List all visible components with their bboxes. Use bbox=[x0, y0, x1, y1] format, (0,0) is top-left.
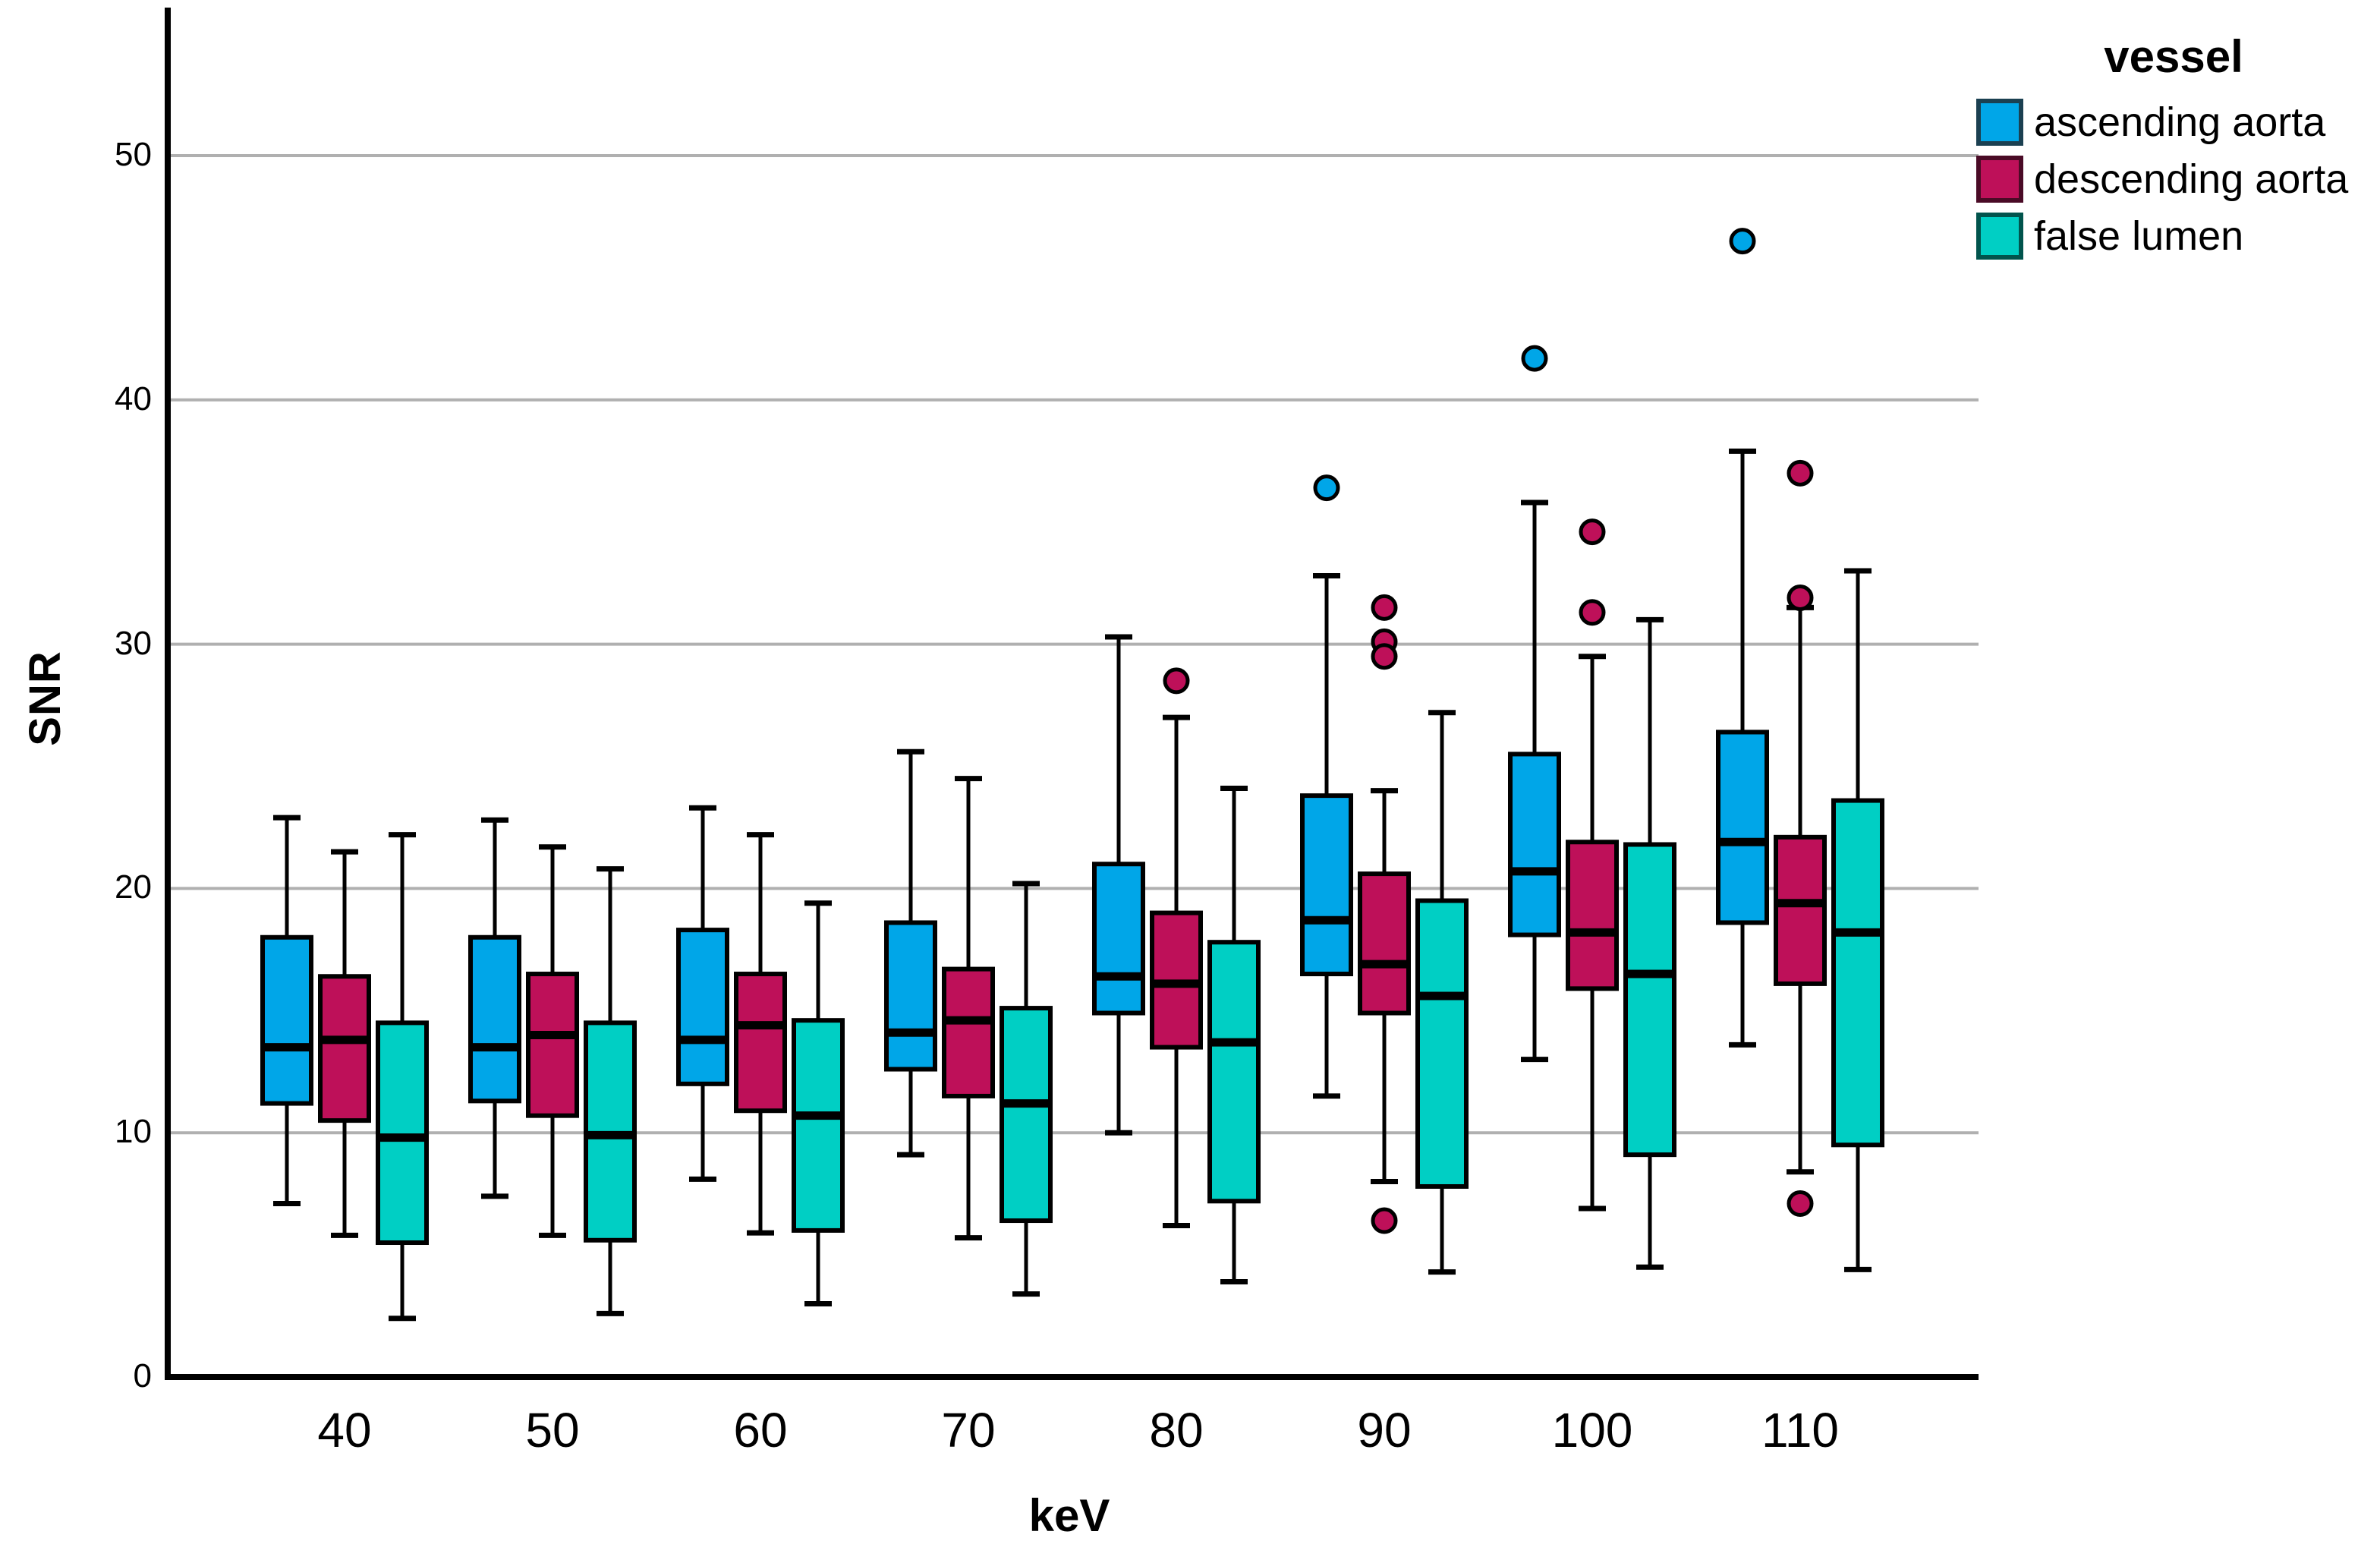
outlier-descending-aorta-110-2 bbox=[1787, 1190, 1814, 1218]
y-tick-label-0: 0 bbox=[133, 1357, 152, 1394]
box-descending-aorta-110 bbox=[1774, 834, 1827, 986]
y-tick-label-30: 30 bbox=[115, 624, 152, 662]
legend: vessel ascending aorta descending aorta … bbox=[1976, 30, 2380, 270]
legend-label-false-lumen: false lumen bbox=[2034, 213, 2244, 259]
box-ascending-aorta-40 bbox=[260, 934, 313, 1106]
outlier-descending-aorta-110-1 bbox=[1787, 584, 1814, 611]
x-tick-label-90: 90 bbox=[1357, 1403, 1412, 1457]
y-axis-title: SNR bbox=[20, 651, 70, 746]
y-tick-label-40: 40 bbox=[115, 380, 152, 418]
outlier-descending-aorta-90-3 bbox=[1371, 1207, 1398, 1234]
box-descending-aorta-100 bbox=[1566, 840, 1619, 991]
outlier-descending-aorta-90-2 bbox=[1371, 643, 1398, 670]
box-descending-aorta-70 bbox=[942, 966, 995, 1098]
box-descending-aorta-40 bbox=[318, 974, 371, 1123]
y-tick-label-20: 20 bbox=[115, 868, 152, 906]
y-tick-label-10: 10 bbox=[115, 1113, 152, 1151]
box-ascending-aorta-50 bbox=[468, 934, 521, 1104]
legend-swatch-false-lumen bbox=[1976, 213, 2023, 260]
box-false-lumen-100 bbox=[1623, 842, 1676, 1158]
x-tick-label-60: 60 bbox=[733, 1403, 788, 1457]
outlier-ascending-aorta-110-0 bbox=[1729, 228, 1756, 255]
box-ascending-aorta-60 bbox=[676, 928, 729, 1086]
box-false-lumen-90 bbox=[1415, 898, 1469, 1189]
box-false-lumen-40 bbox=[376, 1020, 429, 1246]
box-ascending-aorta-90 bbox=[1300, 793, 1353, 977]
legend-entry-false-lumen: false lumen bbox=[1976, 213, 2380, 260]
box-ascending-aorta-100 bbox=[1508, 752, 1561, 937]
box-descending-aorta-50 bbox=[526, 972, 579, 1118]
legend-swatch-descending-aorta bbox=[1976, 156, 2023, 203]
x-tick-label-80: 80 bbox=[1149, 1403, 1204, 1457]
box-descending-aorta-60 bbox=[734, 972, 787, 1114]
box-false-lumen-110 bbox=[1831, 798, 1884, 1148]
outlier-descending-aorta-90-0 bbox=[1371, 594, 1398, 621]
x-axis-title: keV bbox=[1028, 1490, 1110, 1541]
outlier-descending-aorta-100-1 bbox=[1579, 599, 1606, 626]
box-ascending-aorta-110 bbox=[1716, 730, 1769, 925]
outlier-descending-aorta-80-0 bbox=[1163, 667, 1190, 695]
x-tick-label-50: 50 bbox=[525, 1403, 580, 1457]
legend-swatch-ascending-aorta bbox=[1976, 99, 2023, 146]
legend-label-descending-aorta: descending aorta bbox=[2034, 156, 2349, 202]
box-ascending-aorta-70 bbox=[884, 920, 937, 1072]
outlier-ascending-aorta-100-0 bbox=[1521, 345, 1548, 372]
outlier-ascending-aorta-90-0 bbox=[1313, 474, 1340, 502]
x-tick-label-40: 40 bbox=[317, 1403, 372, 1457]
box-descending-aorta-90 bbox=[1358, 871, 1411, 1016]
y-tick-label-50: 50 bbox=[115, 136, 152, 173]
legend-label-ascending-aorta: ascending aorta bbox=[2034, 99, 2326, 145]
box-false-lumen-70 bbox=[1000, 1006, 1053, 1224]
box-false-lumen-80 bbox=[1207, 940, 1261, 1204]
x-tick-label-100: 100 bbox=[1551, 1403, 1633, 1457]
box-false-lumen-60 bbox=[792, 1018, 845, 1233]
x-tick-label-110: 110 bbox=[1761, 1403, 1840, 1457]
outlier-descending-aorta-100-0 bbox=[1579, 518, 1606, 546]
outlier-descending-aorta-110-0 bbox=[1787, 459, 1814, 487]
x-tick-label-70: 70 bbox=[941, 1403, 996, 1457]
box-ascending-aorta-80 bbox=[1092, 862, 1145, 1016]
legend-entry-descending-aorta: descending aorta bbox=[1976, 156, 2380, 203]
legend-title: vessel bbox=[2104, 31, 2243, 82]
legend-entry-ascending-aorta: ascending aorta bbox=[1976, 99, 2380, 146]
